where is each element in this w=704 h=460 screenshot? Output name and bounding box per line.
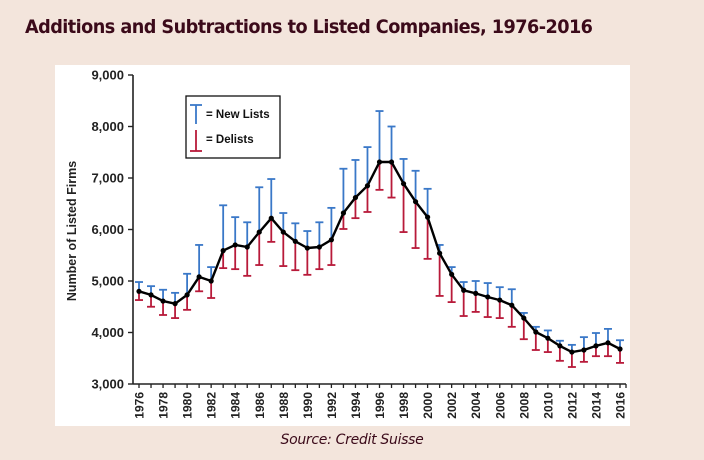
y-tick-label: 4,000 [91,325,124,340]
x-tick-label: 2012 [565,392,579,419]
error-bars [135,110,624,368]
source-note: Source: Credit Suisse [280,432,424,448]
data-point [533,329,539,335]
data-point [244,244,250,250]
x-tick-label: 1976 [133,392,147,419]
data-point [364,183,371,189]
data-point [160,298,166,304]
data-point [220,248,226,254]
data-point [605,340,611,346]
data-point [280,229,286,235]
data-point [388,159,395,165]
y-axis-label: Number of Listed Firms [65,161,79,301]
x-tick-label: 2000 [421,392,435,419]
data-point [172,301,178,307]
x-tick-label: 2004 [469,392,483,419]
data-point [328,237,334,243]
data-point [196,274,202,280]
data-point [376,159,383,165]
data-point [208,278,214,284]
data-point [461,287,467,293]
data-point [545,335,551,341]
x-tick-label: 1986 [253,392,267,419]
data-point [473,290,479,296]
data-point [425,214,431,220]
x-tick-label: 1998 [397,392,411,419]
data-point [232,242,238,248]
data-point [581,347,587,353]
data-point [268,215,274,221]
x-tick-label: 2002 [445,392,459,419]
data-point [521,315,527,321]
legend-box [185,95,281,159]
data-point [449,271,455,277]
data-point [136,288,142,294]
legend-new-lists-label: = New Lists [206,109,270,121]
data-point [593,343,599,349]
x-tick-label: 1992 [325,392,339,419]
data-point [509,302,515,308]
data-point [400,181,407,187]
series-line [136,159,623,355]
x-axis: 1976 1978 1980 1982 1984 1986 1988 1990 1992 1994… [133,383,628,419]
legend: = New Lists = Delists [185,95,281,159]
y-tick-label: 9,000 [91,68,124,83]
x-tick-label: 2008 [517,392,531,419]
x-tick-label: 1978 [157,392,171,419]
data-point [148,292,154,298]
page-title: Additions and Subtractions to Listed Com… [25,16,593,38]
x-tick-label: 1988 [277,392,291,419]
y-tick-label: 7,000 [91,171,124,186]
x-tick-label: 1980 [181,392,195,419]
x-tick-label: 1996 [373,392,387,419]
x-tick-label: 2010 [541,392,555,419]
y-tick-label: 5,000 [91,274,124,289]
x-tick-label: 1984 [229,392,243,419]
legend-new-lists-icon [190,104,202,124]
data-point [497,297,503,303]
data-point [412,199,419,205]
x-tick-label: 2014 [589,392,603,419]
data-point [292,238,298,244]
data-point [256,229,262,235]
y-tick-label: 8,000 [91,119,124,134]
data-point [617,346,623,352]
x-tick-label: 1982 [205,392,219,419]
data-point [184,292,190,298]
x-tick-label: 2016 [614,392,628,419]
chart-panel [55,65,630,426]
data-point [437,250,443,256]
y-tick-label: 3,000 [91,377,124,392]
data-point [304,245,310,251]
data-point [569,349,575,355]
y-tick-label: 6,000 [91,222,124,237]
x-tick-label: 1994 [349,392,363,419]
data-point [316,244,322,250]
data-point [557,343,563,349]
y-axis: 3,000 4,000 5,000 6,000 7,000 8,000 9,000 [91,68,134,392]
data-point [340,210,347,216]
x-tick-label: 2006 [493,392,507,419]
data-point [485,294,491,300]
data-point [352,194,359,201]
legend-delists-icon [190,130,202,152]
x-tick-label: 1990 [301,392,315,419]
legend-delists-label: = Delists [206,134,254,146]
